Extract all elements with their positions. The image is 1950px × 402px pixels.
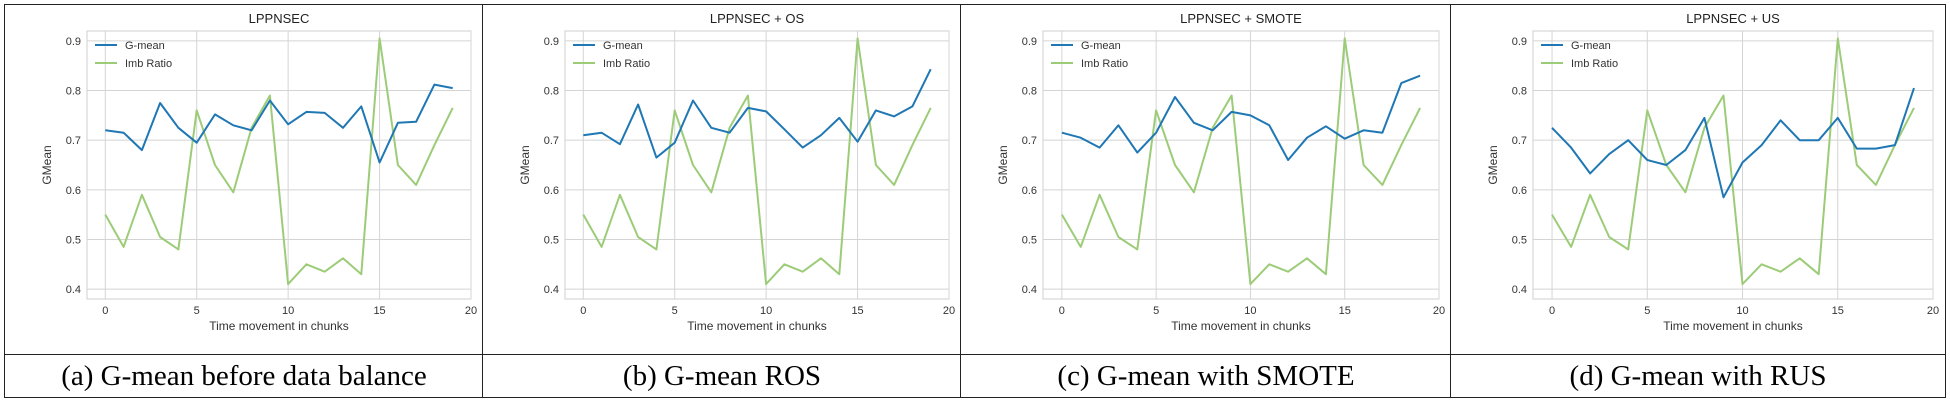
- panel-caption: (a) G-mean before data balance: [5, 354, 483, 397]
- y-tick-label: 0.6: [66, 185, 81, 197]
- panel-caption: (c) G-mean with SMOTE: [961, 354, 1451, 397]
- x-tick-label: 20: [465, 305, 477, 317]
- y-tick-label: 0.7: [1022, 135, 1037, 147]
- y-tick-label: 0.9: [66, 36, 81, 48]
- y-tick-label: 0.8: [1512, 86, 1527, 98]
- y-tick-label: 0.9: [1512, 36, 1527, 48]
- series-line-imb-ratio: [582, 37, 932, 286]
- chart-svg: LPPNSEC 0.4 0.5 0.6 0.7 0.8 0.9 0 5 10 15 20 Time mo…: [40, 11, 477, 333]
- legend: G-mean Imb Ratio: [95, 40, 172, 70]
- x-tick-label: 15: [1832, 305, 1844, 317]
- y-axis-label: GMean: [40, 145, 54, 184]
- series-line-g-mean: [1061, 74, 1421, 161]
- y-tick-label: 0.7: [66, 135, 81, 147]
- y-tick-label: 0.6: [1022, 185, 1037, 197]
- y-tick-label: 0.7: [544, 135, 559, 147]
- plot-area: [1532, 30, 1934, 300]
- chart-title: LPPNSEC + US: [1686, 11, 1780, 26]
- y-tick-label: 0.7: [1512, 135, 1527, 147]
- y-tick-label: 0.9: [544, 36, 559, 48]
- x-axis-label: Time movement in chunks: [209, 319, 349, 333]
- legend-label: Imb Ratio: [1571, 58, 1618, 70]
- x-tick-label: 0: [102, 305, 108, 317]
- y-tick-label: 0.4: [1512, 284, 1527, 296]
- legend-label: G-mean: [603, 40, 643, 52]
- panel-caption: (d) G-mean with RUS: [1451, 354, 1945, 397]
- x-tick-label: 5: [672, 305, 678, 317]
- x-tick-label: 20: [1927, 305, 1939, 317]
- y-tick-label: 0.4: [1022, 284, 1037, 296]
- legend: G-mean Imb Ratio: [573, 40, 650, 70]
- chart-title: LPPNSEC + SMOTE: [1180, 11, 1302, 26]
- chart-panel-1: LPPNSEC 0.4 0.5 0.6 0.7 0.8 0.9 0 5 10 15 20 Time mo…: [4, 4, 484, 398]
- y-tick-label: 0.8: [544, 86, 559, 98]
- legend: G-mean Imb Ratio: [1051, 40, 1128, 70]
- y-axis-label: GMean: [518, 145, 532, 184]
- y-tick-label: 0.5: [66, 234, 81, 246]
- series-line-g-mean: [1551, 87, 1915, 199]
- y-axis-label: GMean: [996, 145, 1010, 184]
- chart-panel-3: LPPNSEC + SMOTE 0.4 0.5 0.6 0.7 0.8 0.9 0 5 10 15 2…: [960, 4, 1452, 398]
- x-tick-label: 5: [1153, 305, 1159, 317]
- x-tick-label: 5: [194, 305, 200, 317]
- chart-svg: LPPNSEC + SMOTE 0.4 0.5 0.6 0.7 0.8 0.9 0 5 10 15 2…: [996, 11, 1445, 333]
- x-axis-label: Time movement in chunks: [1663, 319, 1803, 333]
- x-tick-label: 20: [1433, 305, 1445, 317]
- x-tick-label: 15: [373, 305, 385, 317]
- x-tick-label: 0: [580, 305, 586, 317]
- legend-label: Imb Ratio: [125, 58, 172, 70]
- x-tick-label: 20: [943, 305, 955, 317]
- y-tick-label: 0.5: [1512, 234, 1527, 246]
- y-axis-label: GMean: [1486, 145, 1500, 184]
- plot-area: [1042, 30, 1440, 300]
- legend-label: G-mean: [1571, 40, 1611, 52]
- x-tick-label: 10: [760, 305, 772, 317]
- plot-area: [564, 30, 950, 300]
- chart-panel-4: LPPNSEC + US 0.4 0.5 0.6 0.7 0.8 0.9 0 5 10 15 20 Ti…: [1450, 4, 1946, 398]
- x-axis-label: Time movement in chunks: [1171, 319, 1311, 333]
- y-tick-label: 0.5: [544, 234, 559, 246]
- x-tick-label: 10: [1244, 305, 1256, 317]
- y-tick-label: 0.6: [544, 185, 559, 197]
- chart-svg: LPPNSEC + OS 0.4 0.5 0.6 0.7 0.8 0.9 0 5 10 15 20 Ti…: [518, 11, 955, 333]
- y-tick-label: 0.8: [66, 86, 81, 98]
- series-line-g-mean: [105, 83, 453, 164]
- legend-label: Imb Ratio: [1081, 58, 1128, 70]
- legend-label: G-mean: [125, 40, 165, 52]
- x-tick-label: 10: [282, 305, 294, 317]
- x-tick-label: 0: [1059, 305, 1065, 317]
- legend: G-mean Imb Ratio: [1541, 40, 1618, 70]
- series-line-imb-ratio: [104, 37, 454, 286]
- x-tick-label: 10: [1736, 305, 1748, 317]
- y-tick-label: 0.9: [1022, 36, 1037, 48]
- x-tick-label: 15: [1339, 305, 1351, 317]
- y-tick-label: 0.6: [1512, 185, 1527, 197]
- series-line-g-mean: [583, 68, 932, 159]
- legend-label: Imb Ratio: [603, 58, 650, 70]
- plot-area: [86, 30, 472, 300]
- y-tick-label: 0.4: [66, 284, 81, 296]
- panel-caption: (b) G-mean ROS: [483, 354, 961, 397]
- x-axis-label: Time movement in chunks: [687, 319, 827, 333]
- x-tick-label: 5: [1644, 305, 1650, 317]
- x-tick-label: 15: [851, 305, 863, 317]
- x-tick-label: 0: [1549, 305, 1555, 317]
- y-tick-label: 0.4: [544, 284, 559, 296]
- y-tick-label: 0.8: [1022, 86, 1037, 98]
- chart-panel-2: LPPNSEC + OS 0.4 0.5 0.6 0.7 0.8 0.9 0 5 10 15 20 Ti…: [482, 4, 962, 398]
- chart-title: LPPNSEC + OS: [710, 11, 805, 26]
- y-tick-label: 0.5: [1022, 234, 1037, 246]
- chart-svg: LPPNSEC + US 0.4 0.5 0.6 0.7 0.8 0.9 0 5 10 15 20 Ti…: [1486, 11, 1939, 333]
- chart-title: LPPNSEC: [249, 11, 310, 26]
- series-line-imb-ratio: [1061, 37, 1421, 286]
- legend-label: G-mean: [1081, 40, 1121, 52]
